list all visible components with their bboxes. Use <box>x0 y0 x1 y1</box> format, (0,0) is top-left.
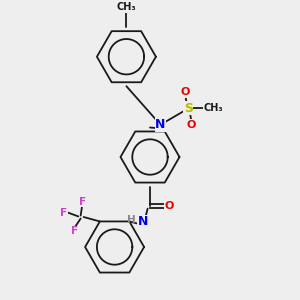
Text: N: N <box>155 118 166 131</box>
Text: O: O <box>187 120 196 130</box>
Text: F: F <box>71 226 78 236</box>
Text: H: H <box>127 215 136 225</box>
Text: F: F <box>60 208 67 218</box>
Text: O: O <box>164 201 174 211</box>
Text: N: N <box>137 215 148 228</box>
Text: F: F <box>79 197 86 207</box>
Text: CH₃: CH₃ <box>117 2 136 12</box>
Text: S: S <box>184 102 193 115</box>
Text: CH₃: CH₃ <box>204 103 223 113</box>
Text: O: O <box>181 87 190 97</box>
